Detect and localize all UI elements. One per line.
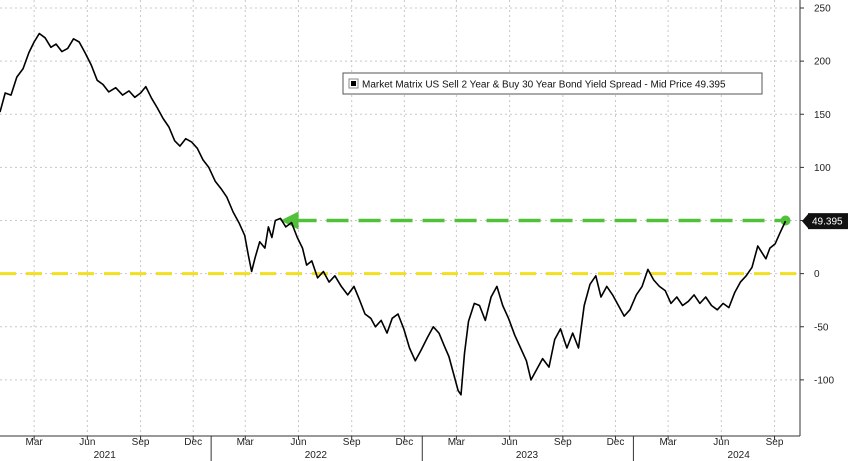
y-tick-label: 200 [814,57,831,68]
y-tick-label: -50 [814,322,829,333]
legend-box [342,72,763,95]
x-tick-label: Jun [713,437,729,448]
year-label: 2021 [94,450,117,461]
y-tick-label: 250 [814,4,831,15]
x-tick-label: Sep [554,437,572,448]
legend: Market Matrix US Sell 2 Year & Buy 30 Ye… [342,72,763,95]
x-tick-label: Mar [237,437,255,448]
x-tick-label: Mar [448,437,466,448]
reference-end-dot [780,215,791,226]
y-tick-label: 0 [814,269,820,280]
y-tick-label: 100 [814,163,831,174]
x-tick-label: Sep [766,437,784,448]
last-value-label: 49.395 [812,217,843,228]
x-tick-label: Sep [132,437,150,448]
series-layer [0,32,787,396]
y-tick-label: -100 [814,375,834,386]
x-tick-label: Mar [659,437,677,448]
year-label: 2024 [728,450,751,461]
x-tick-label: Mar [26,437,44,448]
legend-label: Market Matrix US Sell 2 Year & Buy 30 Ye… [362,80,726,91]
y-tick-label: 150 [814,110,831,121]
arrowhead-left-icon [280,211,299,230]
reference-lines [0,211,800,276]
x-tick-label: Dec [395,437,413,448]
last-value-tag [808,213,848,230]
x-tick-label: Jun [502,437,518,448]
x-tick-label: Sep [343,437,361,448]
year-label: 2023 [516,450,539,461]
x-tick-label: Dec [607,437,625,448]
x-tick-label: Jun [79,437,95,448]
year-label: 2022 [305,450,328,461]
x-tick-label: Jun [290,437,306,448]
legend-swatch [351,81,356,86]
spread-series-line [0,32,787,396]
x-tick-label: Dec [184,437,202,448]
last-value-tag-pointer [802,214,808,229]
